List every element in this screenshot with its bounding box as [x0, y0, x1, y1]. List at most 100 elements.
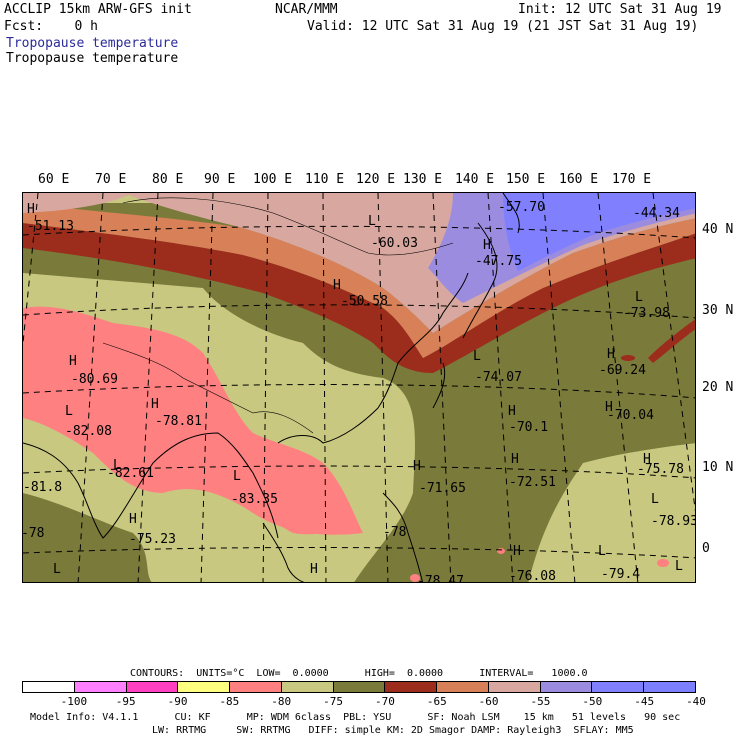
field-spot	[410, 574, 420, 582]
low-marker: L	[651, 492, 659, 507]
latitude-label: 20 N	[702, 380, 734, 395]
colorbar-swatch	[540, 682, 593, 692]
map-canvas: H-51.13-57.70 -44.34L-60.03 H-47.75H-50.58…	[23, 193, 696, 583]
value-label: -78.47	[417, 574, 464, 583]
colorbar-swatch	[333, 682, 386, 692]
value-label: -47.75	[475, 254, 522, 269]
value-label: -44.34	[633, 206, 680, 221]
colorbar-tick: -85	[219, 695, 240, 708]
colorbar-swatch	[126, 682, 179, 692]
longitude-label: 70 E	[95, 172, 127, 187]
value-label: -78	[383, 525, 406, 540]
center-label: NCAR/MMM	[275, 2, 338, 17]
longitude-label: 150 E	[506, 172, 546, 187]
value-label: -57.70	[498, 200, 545, 215]
colorbar-tick: -100	[60, 695, 88, 708]
high-marker: H	[69, 354, 77, 369]
value-label: -78	[23, 526, 44, 541]
value-label: -72.51	[509, 475, 556, 490]
field-spot	[648, 319, 695, 363]
low-marker: L	[113, 458, 121, 473]
colorbar-swatch	[23, 682, 75, 692]
low-marker: L	[473, 349, 481, 364]
longitude-label: 90 E	[204, 172, 236, 187]
value-label: -70.1	[509, 420, 548, 435]
value-label: -80.69	[71, 372, 118, 387]
value-label: -71.65	[419, 481, 466, 496]
value-label: -78.93	[651, 514, 696, 529]
high-marker: H	[607, 347, 615, 362]
colorbar-tick: -90	[167, 695, 188, 708]
low-marker: L	[598, 544, 606, 559]
field-spot	[657, 559, 669, 567]
colorbar	[22, 681, 696, 693]
field-band-75-s	[544, 491, 695, 582]
colorbar-swatch	[644, 682, 695, 692]
value-label: -75.23	[129, 532, 176, 547]
high-marker: H	[605, 400, 613, 415]
value-label: -76.08	[509, 569, 556, 583]
field-band-60	[23, 203, 695, 358]
colorbar-swatch	[281, 682, 334, 692]
value-label: -81.8	[23, 480, 62, 495]
value-label: -82.61	[107, 466, 154, 481]
colorbar-tick: -60	[478, 695, 499, 708]
model-physics: LW: RRTMG SW: RRTMG DIFF: simple KM: 2D …	[152, 725, 634, 736]
low-marker: L	[368, 214, 376, 229]
colorbar-tick: -50	[582, 695, 603, 708]
high-marker: H	[643, 452, 651, 467]
field-spot	[497, 548, 505, 554]
value-label: -83.35	[231, 492, 278, 507]
low-marker: L	[635, 290, 643, 305]
longitude-label: 100 E	[253, 172, 293, 187]
country-borders	[102, 197, 454, 434]
high-marker: H	[129, 512, 137, 527]
colorbar-tick: -55	[530, 695, 551, 708]
longitude-label: 80 E	[152, 172, 184, 187]
high-marker: H	[508, 404, 516, 419]
field-band-80-sea	[223, 433, 353, 535]
latitude-label: 40 N	[702, 222, 734, 237]
longitude-label: 160 E	[559, 172, 599, 187]
colorbar-tick: -95	[115, 695, 136, 708]
colorbar-tick: -40	[686, 695, 706, 708]
latitude-label: 30 N	[702, 303, 734, 318]
longitude-label: 140 E	[455, 172, 495, 187]
low-marker: L	[233, 469, 241, 484]
high-marker: H	[333, 278, 341, 293]
high-marker: H	[151, 397, 159, 412]
high-marker: H	[483, 238, 491, 253]
field-band-70-sw	[23, 493, 152, 582]
longitude-label: 60 E	[38, 172, 70, 187]
forecast-hour: Fcst: 0 h	[4, 19, 98, 34]
valid-time: Valid: 12 UTC Sat 31 Aug 19 (21 JST Sat …	[307, 19, 699, 34]
longitude-label: 110 E	[305, 172, 345, 187]
colorbar-tick: -75	[323, 695, 343, 708]
coastlines	[23, 193, 520, 582]
colorbar-tick: -65	[426, 695, 447, 708]
longitude-label: 120 E	[356, 172, 396, 187]
colorbar-swatch	[178, 682, 231, 692]
high-marker: H	[413, 459, 421, 474]
map-labels: H-51.13-57.70 -44.34L-60.03 H-47.75H-50.58…	[23, 200, 696, 583]
colorbar-swatch	[385, 682, 438, 692]
field-title: Tropopause temperature	[6, 51, 179, 66]
value-label: -74.07	[475, 370, 522, 385]
latitude-label: 0	[702, 541, 710, 556]
field-title-blue: Tropopause temperature	[6, 36, 179, 51]
colorbar-tick: -80	[271, 695, 292, 708]
high-marker: H	[511, 452, 519, 467]
value-label: -70.04	[607, 408, 654, 423]
value-label: -73.98	[623, 306, 670, 321]
field-band-65	[23, 223, 695, 373]
value-label: -50.58	[341, 294, 388, 309]
value-label: -69.24	[599, 363, 646, 378]
high-marker: H	[27, 202, 35, 217]
value-label: -51.13	[27, 219, 74, 234]
init-time: Init: 12 UTC Sat 31 Aug 19	[518, 2, 722, 17]
low-marker: L	[675, 559, 683, 574]
tropopause-temperature-map: H -51.13 -57.70 -44.34 L -60.03 H -47.75 H -50.58…	[22, 192, 696, 583]
colorbar-swatch	[592, 682, 645, 692]
contours-info: CONTOURS: UNITS=°C LOW= 0.0000 HIGH= 0.0…	[130, 668, 588, 679]
high-marker: H	[513, 544, 521, 559]
